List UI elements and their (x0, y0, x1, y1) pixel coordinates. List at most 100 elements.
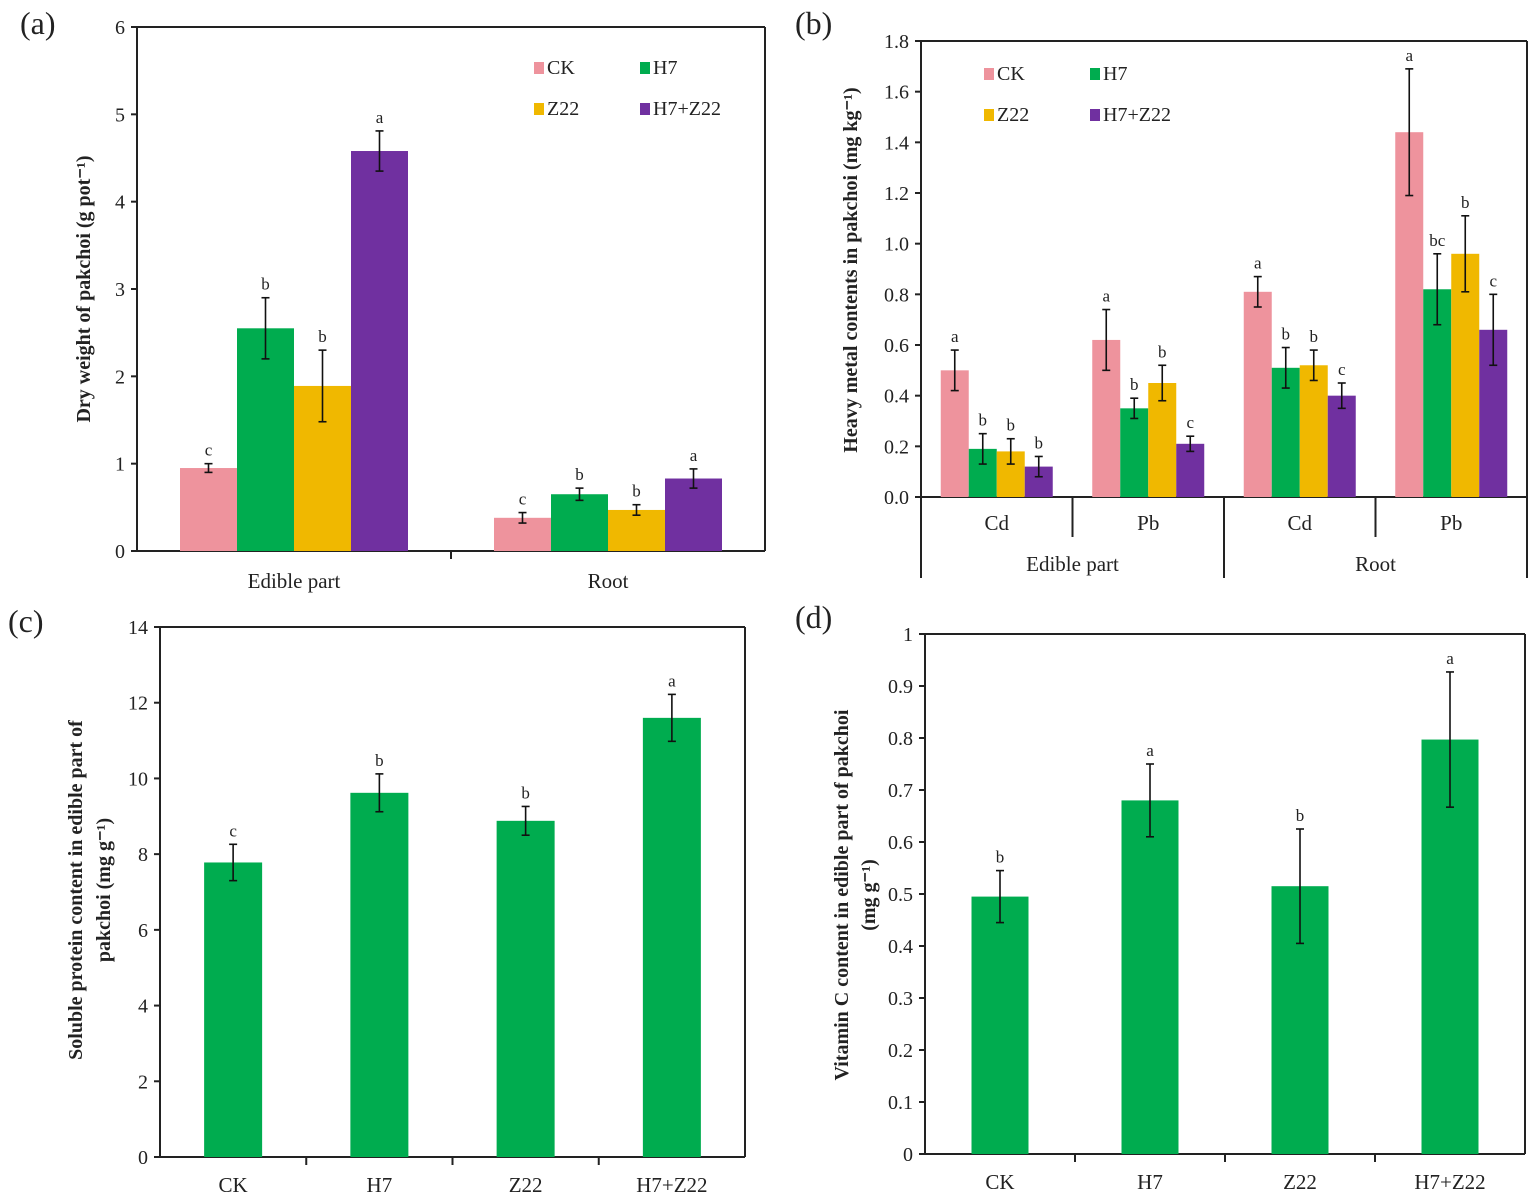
x-tick-label: CK (219, 1173, 248, 1197)
significance-letter: b (521, 783, 530, 802)
y-axis-title: Soluble protein content in edible part o… (65, 720, 87, 1060)
y-tick-label: 0.5 (888, 884, 913, 906)
legend-swatch (984, 109, 994, 121)
y-tick-label: 4 (138, 996, 148, 1018)
significance-letter: b (318, 327, 327, 346)
panel-label: (b) (795, 5, 832, 41)
x-tick-label: H7+Z22 (1414, 1170, 1485, 1194)
panel-b: (b) 0.0 0.2 0.4 0.6 0.8 1.0 1.2 1.4 1.6 1.8 Heavy m… (795, 5, 1528, 578)
bar-soluble-protein (204, 862, 263, 1157)
bar-soluble-protein (496, 820, 555, 1157)
legend-label: H7 (1103, 63, 1127, 85)
y-tick-label: 4 (115, 192, 125, 214)
y-axis-title: (mg g⁻¹) (858, 859, 880, 931)
y-tick-label: 0.2 (884, 436, 909, 458)
y-tick-label: 0.8 (884, 284, 909, 306)
y-tick-label: 0.8 (888, 728, 913, 750)
y-tick-label: 0.3 (888, 988, 913, 1010)
significance-letter: bc (1429, 231, 1446, 250)
y-tick-label: 1 (903, 624, 913, 646)
panel-label: (c) (8, 603, 44, 639)
x-tick-label: Z22 (1283, 1170, 1317, 1194)
x-tick-label: Cd (984, 511, 1009, 535)
x-tick-label: Pb (1137, 511, 1159, 535)
bar-h7-z22 (1327, 395, 1356, 497)
significance-letter: b (375, 751, 384, 770)
significance-letter: c (1489, 271, 1497, 290)
significance-letter: a (1146, 741, 1154, 760)
bar-z22 (1299, 365, 1328, 497)
bar-ck (1243, 291, 1272, 497)
significance-letter: b (1007, 416, 1016, 435)
significance-letter: c (205, 441, 213, 460)
significance-letter: a (1446, 649, 1454, 668)
y-tick-label: 0.6 (888, 832, 913, 854)
y-tick-label: 2 (138, 1071, 148, 1093)
y-tick-label: 0.1 (888, 1092, 913, 1114)
y-tick-label: 1.8 (884, 31, 909, 53)
legend-label: H7+Z22 (1103, 104, 1171, 126)
bar-h7 (1120, 408, 1149, 497)
y-tick-label: 10 (128, 768, 148, 790)
significance-letter: b (632, 482, 641, 501)
significance-letter: a (690, 446, 698, 465)
bar-vitamin-c (971, 896, 1029, 1154)
significance-letter: b (1035, 433, 1044, 452)
legend-label: CK (997, 63, 1025, 85)
significance-letter: c (229, 821, 237, 840)
x-tick-label: H7 (1137, 1170, 1163, 1194)
legend-swatch (984, 68, 994, 80)
legend-swatch (534, 62, 544, 74)
bar-z22 (1148, 383, 1177, 497)
y-tick-label: 14 (128, 617, 148, 639)
y-tick-label: 0.9 (888, 676, 913, 698)
x-tick-label: Pb (1440, 511, 1462, 535)
x-tick-label: H7 (367, 1173, 393, 1197)
y-axis-title: Vitamin C content in edible part of pakc… (831, 709, 853, 1080)
bar-soluble-protein (642, 717, 701, 1157)
panel-d: (d) 0 0.1 0.2 0.3 0.4 0.5 0.6 0.7 0.8 0.9 1 Vitamin … (795, 599, 1526, 1194)
x-group-label: Edible part (1026, 552, 1119, 576)
y-tick-label: 6 (115, 17, 125, 39)
x-tick-label: Edible part (248, 569, 341, 593)
legend-swatch (1090, 68, 1100, 80)
significance-letter: b (1282, 325, 1291, 344)
y-tick-label: 3 (115, 279, 125, 301)
panel-label: (d) (795, 599, 832, 635)
y-tick-label: 5 (115, 104, 125, 126)
x-tick-label: Cd (1287, 511, 1312, 535)
significance-letter: b (1310, 327, 1319, 346)
y-tick-label: 0.4 (884, 386, 909, 408)
y-tick-label: 1.6 (884, 82, 909, 104)
significance-letter: b (1461, 193, 1470, 212)
significance-letter: c (1338, 360, 1346, 379)
significance-letter: b (575, 465, 584, 484)
y-axis-title: pakchoi (mg g⁻¹) (93, 818, 115, 962)
panel-label: (a) (20, 5, 56, 41)
bar-h7 (551, 494, 608, 551)
y-tick-label: 1.2 (884, 183, 909, 205)
significance-letter: a (1254, 254, 1262, 273)
bar-soluble-protein (350, 792, 409, 1157)
y-tick-label: 6 (138, 920, 148, 942)
significance-letter: b (1158, 342, 1167, 361)
y-axis-title: Dry weight of pakchoi (g pot⁻¹) (73, 155, 95, 422)
legend-swatch (534, 103, 544, 115)
significance-letter: a (376, 108, 384, 127)
significance-letter: b (1130, 375, 1139, 394)
x-tick-label: H7+Z22 (636, 1173, 707, 1197)
x-group-label: Root (1355, 552, 1396, 576)
bar-ck (940, 370, 969, 497)
panel-a: (a) 0 1 2 3 4 5 6 Dry weight of pakchoi (g pot⁻¹… (20, 5, 766, 593)
x-tick-label: Z22 (509, 1173, 543, 1197)
legend-label: Z22 (997, 104, 1029, 126)
x-tick-label: CK (985, 1170, 1014, 1194)
bar-ck (180, 468, 237, 551)
y-tick-label: 1 (115, 454, 125, 476)
y-tick-label: 2 (115, 366, 125, 388)
bar-h7-z22 (351, 151, 408, 551)
significance-letter: b (996, 848, 1005, 867)
significance-letter: c (519, 490, 527, 509)
